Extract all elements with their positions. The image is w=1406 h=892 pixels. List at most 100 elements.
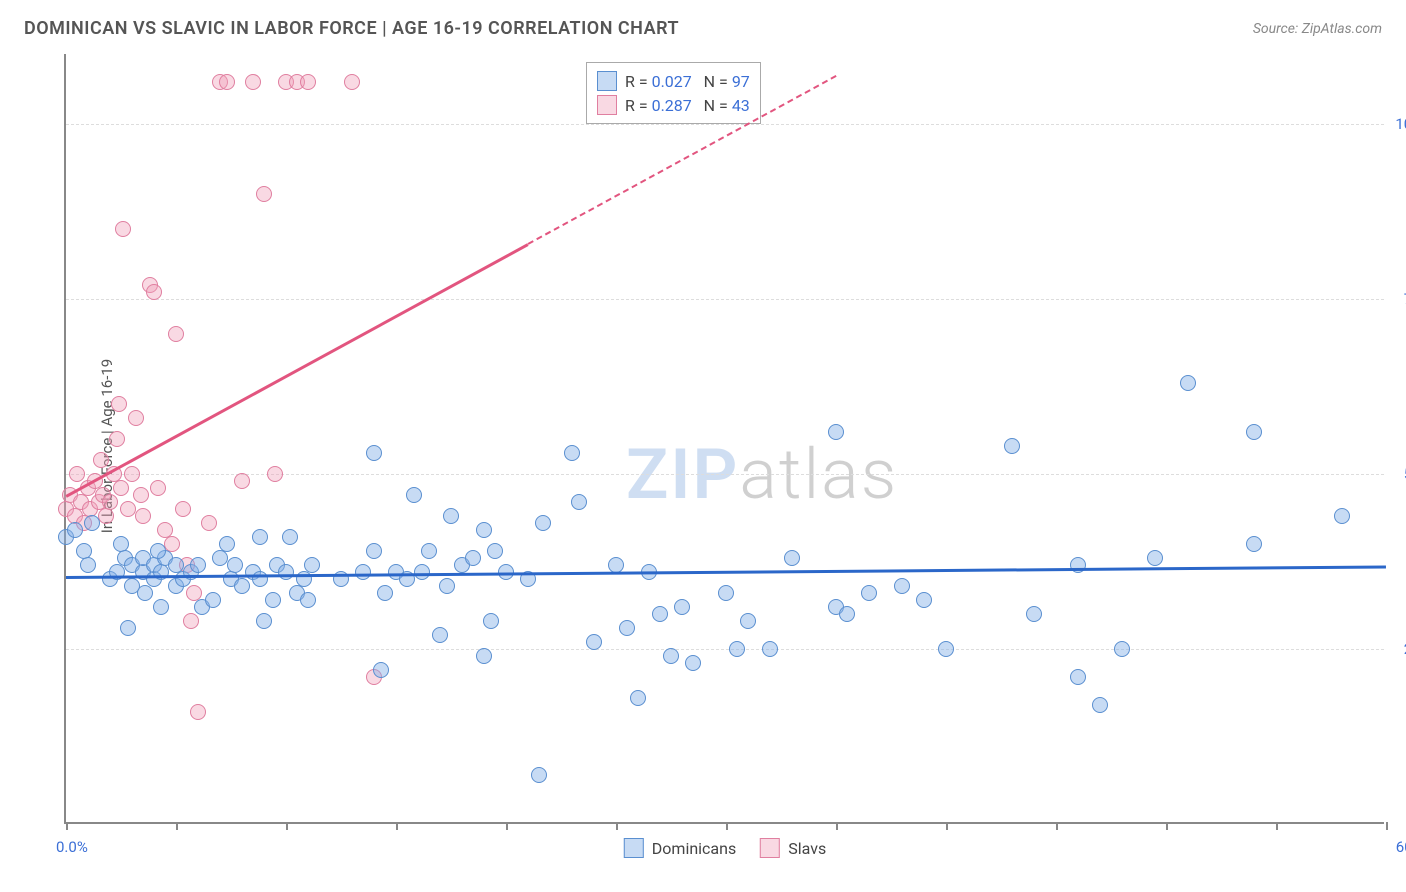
point-dominican [1004, 438, 1020, 454]
x-tick [176, 822, 178, 830]
legend: Dominicans Slavs [624, 838, 826, 858]
point-slav [219, 74, 235, 90]
point-dominican [84, 515, 100, 531]
point-dominican [355, 564, 371, 580]
point-dominican [120, 620, 136, 636]
point-dominican [839, 606, 855, 622]
y-tick-label: 75.0% [1389, 290, 1406, 308]
point-dominican [476, 522, 492, 538]
point-dominican [373, 662, 389, 678]
point-dominican [652, 606, 668, 622]
point-dominican [432, 627, 448, 643]
stats-box: R = 0.027 N = 97R = 0.287 N = 43 [586, 62, 761, 124]
x-tick [836, 822, 838, 830]
point-dominican [366, 445, 382, 461]
point-dominican [137, 585, 153, 601]
point-dominican [1114, 641, 1130, 657]
source-label: Source: ZipAtlas.com [1253, 21, 1382, 37]
stats-row: R = 0.287 N = 43 [597, 93, 750, 117]
point-dominican [535, 515, 551, 531]
point-dominican [938, 641, 954, 657]
point-dominican [304, 557, 320, 573]
point-dominican [282, 529, 298, 545]
point-slav [183, 613, 199, 629]
x-axis-start: 0.0% [56, 838, 88, 856]
point-dominican [586, 634, 602, 650]
legend-label: Dominicans [652, 839, 736, 858]
point-dominican [234, 578, 250, 594]
swatch-blue [597, 71, 617, 91]
point-dominican [190, 557, 206, 573]
point-dominican [729, 641, 745, 657]
legend-label: Slavs [788, 839, 826, 858]
legend-item: Slavs [760, 838, 826, 858]
point-slav [109, 431, 125, 447]
point-dominican [300, 592, 316, 608]
point-dominican [828, 424, 844, 440]
point-dominican [406, 487, 422, 503]
x-tick [726, 822, 728, 830]
point-dominican [1246, 424, 1262, 440]
gridline-h [66, 124, 1384, 125]
point-slav [135, 508, 151, 524]
point-dominican [1070, 557, 1086, 573]
point-dominican [265, 592, 281, 608]
point-slav [128, 410, 144, 426]
point-dominican [564, 445, 580, 461]
point-slav [267, 466, 283, 482]
point-dominican [487, 543, 503, 559]
point-dominican [366, 543, 382, 559]
point-dominican [685, 655, 701, 671]
point-slav [133, 487, 149, 503]
x-tick [1276, 822, 1278, 830]
trendline-slav [65, 243, 528, 497]
point-slav [175, 501, 191, 517]
point-dominican [1070, 669, 1086, 685]
point-dominican [718, 585, 734, 601]
point-slav [201, 515, 217, 531]
x-tick [616, 822, 618, 830]
point-dominican [784, 550, 800, 566]
point-dominican [1180, 375, 1196, 391]
point-slav [234, 473, 250, 489]
point-dominican [377, 585, 393, 601]
x-tick [506, 822, 508, 830]
point-slav [146, 284, 162, 300]
point-dominican [439, 578, 455, 594]
point-dominican [465, 550, 481, 566]
point-dominican [630, 690, 646, 706]
chart-area: ZIPatlas 0.0% 60.0% R = 0.027 N = 97R = … [64, 54, 1384, 824]
point-dominican [1147, 550, 1163, 566]
point-dominican [571, 494, 587, 510]
watermark-zip: ZIP [626, 434, 739, 516]
watermark-atlas: atlas [739, 434, 898, 516]
point-dominican [80, 557, 96, 573]
x-tick [66, 822, 68, 830]
point-dominican [861, 585, 877, 601]
point-dominican [443, 508, 459, 524]
point-slav [111, 396, 127, 412]
y-tick-label: 100.0% [1389, 115, 1406, 133]
point-dominican [153, 599, 169, 615]
point-slav [190, 704, 206, 720]
point-dominican [278, 564, 294, 580]
point-slav [102, 494, 118, 510]
point-slav [168, 326, 184, 342]
point-dominican [483, 613, 499, 629]
x-tick [1166, 822, 1168, 830]
point-dominican [619, 620, 635, 636]
point-dominican [916, 592, 932, 608]
x-axis-end: 60.0% [1396, 838, 1406, 856]
point-dominican [476, 648, 492, 664]
point-dominican [212, 550, 228, 566]
legend-item: Dominicans [624, 838, 736, 858]
point-slav [256, 186, 272, 202]
watermark: ZIPatlas [626, 434, 898, 516]
point-dominican [674, 599, 690, 615]
point-slav [69, 466, 85, 482]
swatch-pink [597, 95, 617, 115]
point-dominican [531, 767, 547, 783]
point-dominican [256, 613, 272, 629]
y-tick-label: 25.0% [1389, 640, 1406, 658]
point-dominican [219, 536, 235, 552]
